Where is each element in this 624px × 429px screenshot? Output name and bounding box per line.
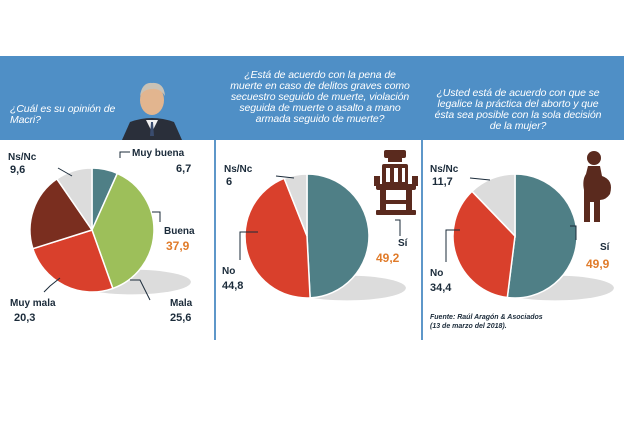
value-ns-nc: 9,6	[10, 164, 26, 176]
label-ns-nc: Ns/Nc	[430, 164, 459, 175]
header-band	[0, 56, 624, 140]
pie-slice-mala	[31, 229, 114, 293]
value-no: 34,4	[430, 282, 452, 294]
electric-chair-icon	[374, 150, 418, 215]
question-2: ¿Está de acuerdo con la pena de muerte e…	[230, 69, 410, 125]
question-3: ¿Usted está de acuerdo con que se legali…	[434, 87, 602, 132]
label-mala: Mala	[170, 298, 193, 309]
pie-slice-ns-nc	[55, 167, 93, 233]
value-ns-nc: 11,7	[432, 176, 453, 188]
pie-slice-no	[244, 177, 311, 299]
value-no: 44,8	[222, 280, 244, 292]
value-ns-nc: 6	[226, 176, 233, 188]
pie-slice-ns-nc	[470, 173, 516, 238]
label-ns-nc: Ns/Nc	[8, 152, 37, 163]
label-no: No	[222, 266, 236, 277]
pie-slice-s-	[506, 173, 578, 299]
pie-chart-abortion	[452, 173, 578, 299]
label-buena: Buena	[164, 226, 195, 237]
separator	[421, 140, 423, 340]
pie-slice-muy-mala	[29, 177, 94, 250]
pie-slice-ns-nc	[283, 173, 308, 237]
pie-slice-buena	[91, 172, 155, 290]
value-muy-buena: 6,7	[176, 163, 192, 175]
value-buena: 37,9	[166, 239, 190, 253]
person-portrait-icon	[116, 76, 188, 140]
pie-slice-s-	[306, 173, 370, 299]
label-si: Sí	[398, 238, 408, 249]
label-ns-nc: Ns/Nc	[224, 164, 253, 175]
separator	[214, 140, 216, 340]
question-1: ¿Cuál es su opinión de M. Macri?	[10, 103, 130, 126]
value-si: 49,2	[376, 251, 400, 265]
pie-chart-macri	[29, 167, 155, 293]
source-line-2: (13 de marzo del 2018).	[430, 323, 507, 330]
label-si: Sí	[600, 242, 610, 253]
label-no: No	[430, 268, 444, 279]
pie-chart-death-penalty	[244, 173, 370, 299]
value-muy-mala: 20,3	[14, 312, 36, 324]
value-mala: 25,6	[170, 312, 192, 324]
pie-slice-no	[452, 190, 516, 299]
label-muy-buena: Muy buena	[132, 148, 185, 159]
source-line-1: Fuente: Raúl Aragón & Asociados	[430, 314, 543, 321]
label-muy-mala: Muy mala	[10, 298, 56, 309]
value-si: 49,9	[586, 257, 610, 271]
pregnant-woman-icon	[583, 151, 611, 222]
